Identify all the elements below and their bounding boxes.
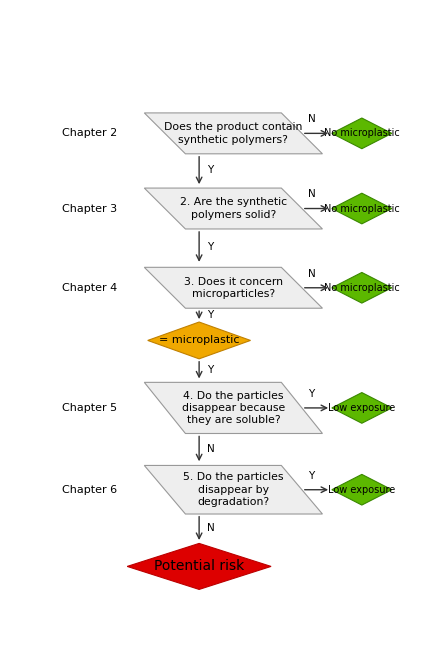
Text: Low exposure: Low exposure <box>328 485 396 495</box>
Text: 4. Do the particles
disappear because
they are soluble?: 4. Do the particles disappear because th… <box>182 390 285 426</box>
Text: Y: Y <box>308 471 314 481</box>
Text: Y: Y <box>308 388 314 398</box>
Polygon shape <box>144 382 323 434</box>
Text: Potential risk: Potential risk <box>154 559 244 574</box>
Text: Y: Y <box>207 165 213 175</box>
Text: Low exposure: Low exposure <box>328 403 396 413</box>
Text: No microplastic: No microplastic <box>324 204 400 214</box>
Text: No microplastic: No microplastic <box>324 283 400 293</box>
Text: Does the product contain
synthetic polymers?: Does the product contain synthetic polym… <box>164 122 303 145</box>
Text: Chapter 5: Chapter 5 <box>62 403 117 413</box>
Text: No microplastic: No microplastic <box>324 128 400 138</box>
Text: Chapter 6: Chapter 6 <box>62 485 117 495</box>
Text: Y: Y <box>207 242 213 252</box>
Text: N: N <box>207 523 214 533</box>
Polygon shape <box>332 272 392 303</box>
Polygon shape <box>148 322 251 359</box>
Polygon shape <box>332 474 392 505</box>
Polygon shape <box>144 113 323 154</box>
Polygon shape <box>332 118 392 149</box>
Text: N: N <box>308 268 316 279</box>
Polygon shape <box>144 268 323 308</box>
Polygon shape <box>144 465 323 514</box>
Text: Y: Y <box>207 365 213 375</box>
Text: Chapter 2: Chapter 2 <box>62 128 118 138</box>
Polygon shape <box>144 188 323 229</box>
Text: Chapter 4: Chapter 4 <box>62 283 118 293</box>
Polygon shape <box>127 543 271 590</box>
Polygon shape <box>332 193 392 224</box>
Text: = microplastic: = microplastic <box>159 335 240 345</box>
Text: 3. Does it concern
microparticles?: 3. Does it concern microparticles? <box>184 277 283 299</box>
Polygon shape <box>332 392 392 423</box>
Text: N: N <box>308 189 316 199</box>
Text: Chapter 3: Chapter 3 <box>62 204 117 214</box>
Text: N: N <box>207 444 214 454</box>
Text: 5. Do the particles
disappear by
degradation?: 5. Do the particles disappear by degrada… <box>183 472 284 507</box>
Text: Y: Y <box>207 310 213 320</box>
Text: N: N <box>308 114 316 124</box>
Text: 2. Are the synthetic
polymers solid?: 2. Are the synthetic polymers solid? <box>180 197 287 220</box>
